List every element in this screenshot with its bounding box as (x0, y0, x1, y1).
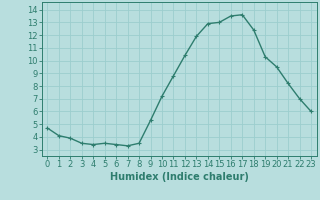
X-axis label: Humidex (Indice chaleur): Humidex (Indice chaleur) (110, 172, 249, 182)
